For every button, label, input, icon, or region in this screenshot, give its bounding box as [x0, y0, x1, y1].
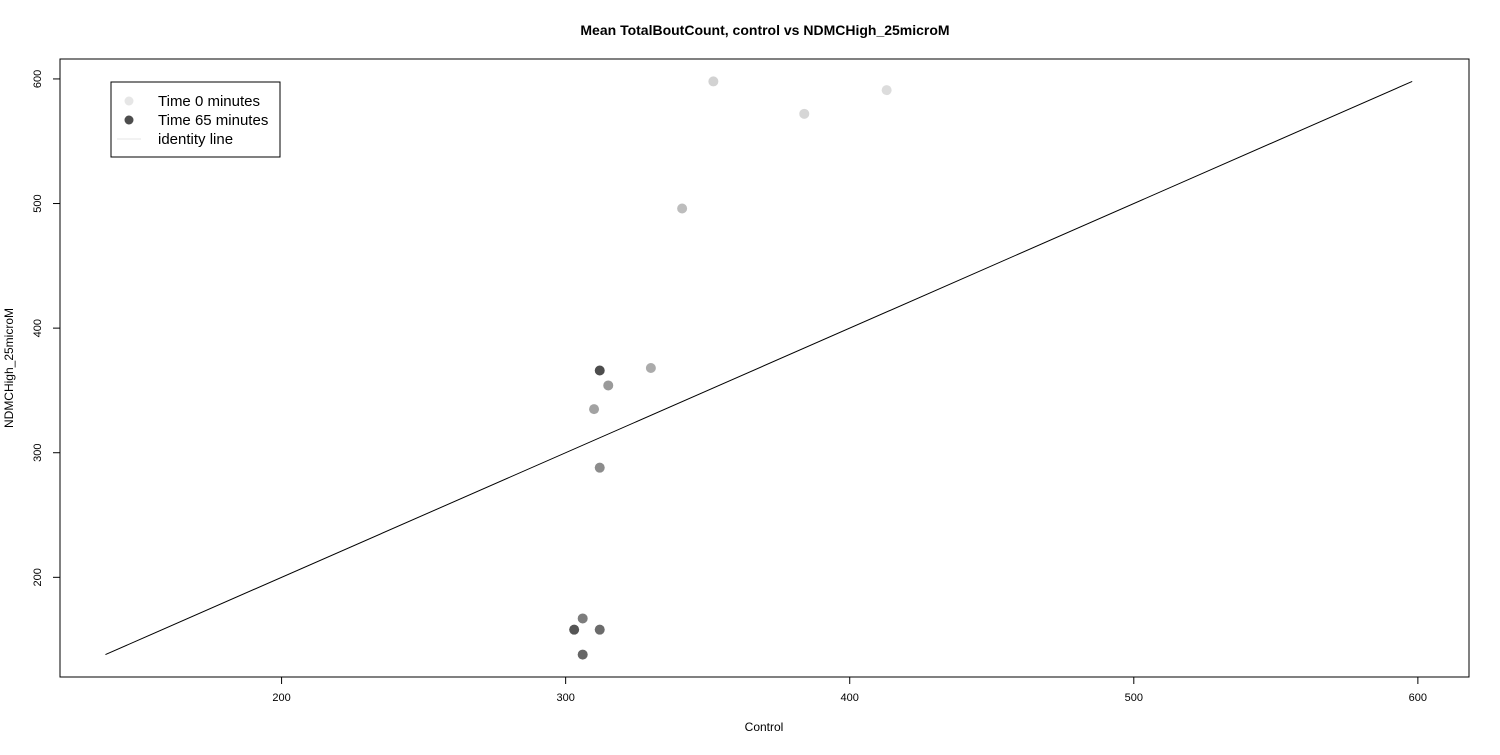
- data-point-9: [594, 462, 605, 473]
- y-tick-label-500: 500: [32, 194, 44, 212]
- data-point-4: [677, 203, 688, 214]
- y-axis-label: NDMCHigh_25microM: [2, 308, 16, 428]
- data-point-7: [603, 380, 614, 391]
- x-tick-label-600: 600: [1409, 692, 1427, 704]
- data-point-2: [881, 85, 892, 96]
- legend-marker-2: [124, 115, 134, 125]
- points-layer: [569, 76, 892, 660]
- data-point-11: [569, 624, 580, 635]
- data-point-12: [594, 624, 605, 635]
- data-point-13: [577, 649, 588, 660]
- identity-line: [105, 80, 1413, 656]
- y-tick-label-200: 200: [32, 568, 44, 586]
- y-tick-label-400: 400: [32, 319, 44, 337]
- chart-title: Mean TotalBoutCount, control vs NDMCHigh…: [580, 22, 949, 38]
- data-point-6: [594, 365, 605, 376]
- data-point-3: [799, 108, 810, 119]
- x-tick-label-400: 400: [841, 692, 859, 704]
- legend: Time 0 minutes Time 65 minutes identity li…: [110, 81, 281, 158]
- plot-frame: [59, 58, 1470, 678]
- y-tick-label-300: 300: [32, 444, 44, 462]
- data-point-8: [589, 404, 600, 415]
- x-tick-label-300: 300: [556, 692, 574, 704]
- y-axis: 200 300 400 500 600: [32, 70, 60, 587]
- x-axis: 200 300 400 500 600: [272, 677, 1427, 704]
- legend-label-1: Time 0 minutes: [158, 93, 260, 110]
- x-tick-label-500: 500: [1125, 692, 1143, 704]
- data-point-5: [645, 363, 656, 373]
- x-axis-label: Control: [745, 720, 784, 734]
- data-point-1: [708, 76, 719, 87]
- legend-label-2: Time 65 minutes: [158, 112, 268, 129]
- identity-line-layer: [105, 80, 1413, 656]
- data-point-10: [577, 613, 588, 624]
- y-tick-label-600: 600: [32, 70, 44, 88]
- x-tick-label-200: 200: [272, 692, 290, 704]
- legend-label-3: identity line: [158, 131, 233, 148]
- legend-box: [110, 81, 281, 158]
- legend-marker-1: [124, 96, 134, 106]
